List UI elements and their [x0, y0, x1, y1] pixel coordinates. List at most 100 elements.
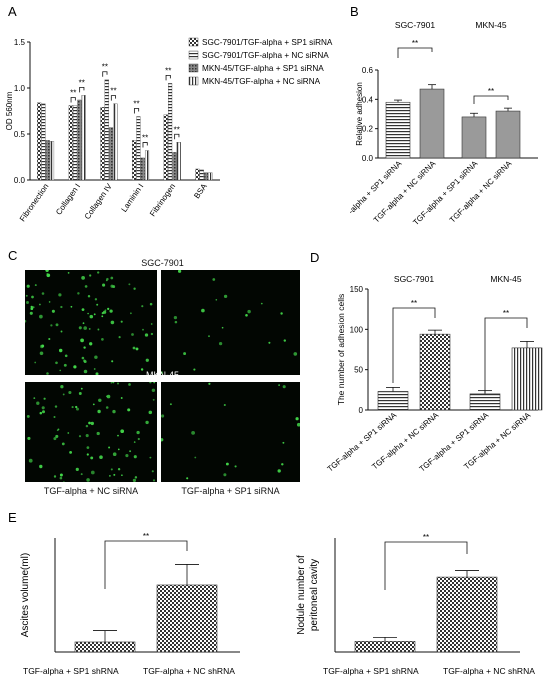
cell-dot — [33, 397, 36, 399]
cell-dot — [85, 424, 89, 428]
y-axis-label: peritoneal cavity — [309, 559, 320, 631]
bar — [109, 127, 114, 181]
bar — [74, 641, 136, 653]
cell-dot — [96, 431, 100, 436]
cell-dot — [86, 453, 89, 456]
cell-dot — [81, 356, 85, 360]
cell-dot — [132, 478, 137, 482]
cell-dot — [105, 406, 109, 409]
cell-dot — [51, 309, 55, 313]
cell-dot — [73, 365, 77, 369]
cell-dot — [58, 348, 63, 353]
significance-bracket — [110, 95, 117, 101]
cell-dot — [152, 479, 156, 482]
x-tick-label: TGF-alpha + SP1 siRNA — [326, 410, 399, 473]
significance-bracket — [384, 541, 468, 590]
cell-dot — [117, 382, 119, 385]
cell-dot — [30, 305, 33, 309]
cell-dot — [282, 385, 286, 389]
significance-label: ** — [70, 88, 76, 97]
x-tick-label: Collagen IV — [83, 181, 114, 221]
cell-dot — [29, 311, 33, 315]
bar — [168, 83, 173, 181]
legend-swatch — [188, 63, 199, 73]
x-tick-label: Fibrinogen — [148, 182, 177, 218]
cell-dot — [86, 446, 90, 449]
significance-bracket — [104, 540, 188, 589]
cell-dot — [173, 315, 178, 320]
bar — [199, 169, 204, 181]
significance-bracket — [142, 142, 148, 148]
cell-dot — [85, 434, 89, 438]
cell-dot — [140, 368, 144, 371]
cell-dot — [277, 469, 281, 473]
cell-dot — [110, 382, 113, 384]
bar — [45, 140, 50, 181]
cell-dot — [82, 322, 85, 325]
x-tick-label: Laminin I — [119, 182, 145, 214]
cell-dot — [135, 347, 139, 351]
cell-dot — [53, 437, 57, 441]
cell-dot — [117, 468, 121, 471]
bar — [136, 116, 141, 181]
cell-dot — [161, 371, 163, 375]
cell-dot — [59, 473, 63, 477]
bar — [419, 333, 451, 411]
cell-dot — [293, 352, 298, 356]
bar — [461, 116, 487, 159]
cell-dot — [278, 384, 280, 386]
y-tick-label: 0.4 — [362, 95, 374, 104]
cell-dot — [31, 295, 34, 299]
bar — [208, 172, 213, 181]
cell-dot — [223, 473, 227, 477]
cell-dot — [25, 319, 27, 323]
y-tick-label: 0.0 — [14, 176, 26, 185]
cell-dot — [26, 284, 30, 288]
bar — [73, 105, 78, 181]
y-tick-label: 0.2 — [362, 125, 374, 134]
cell-dot — [109, 475, 111, 477]
cell-dot — [80, 473, 83, 476]
bar — [163, 114, 168, 181]
cell-dot — [98, 398, 102, 403]
legend-label: SGC-7901/TGF-alpha + NC siRNA — [202, 51, 329, 60]
cell-dot — [78, 326, 82, 330]
cell-dot — [131, 333, 134, 336]
bar — [204, 172, 209, 181]
significance-label: ** — [102, 63, 108, 72]
cell-dot — [128, 383, 131, 386]
x-tick-label: TGF-alpha + SP1 shRNA — [323, 666, 419, 676]
cell-dot — [102, 310, 107, 314]
micro-caption-sp1: TGF-alpha + SP1 siRNA — [181, 486, 280, 496]
x-tick-label: Collagen I — [54, 182, 82, 217]
cell-dot — [97, 409, 101, 414]
micrograph-sgc-sp1 — [161, 270, 300, 375]
cell-dot — [80, 338, 84, 343]
x-tick-label: TGF-alpha + NC shRNA — [443, 666, 535, 676]
cell-dot — [83, 326, 87, 330]
cell-dot — [34, 361, 37, 364]
cell-dot — [41, 410, 46, 414]
significance-label: ** — [143, 532, 149, 541]
cell-dot — [101, 338, 104, 341]
chart-b: 0.0 0.2 0.4 0.6 Relative adhesion TGF-alpha +… — [350, 20, 538, 227]
cell-dot — [191, 431, 195, 435]
micro-title-sgc: SGC-7901 — [141, 258, 184, 268]
cell-dot — [55, 434, 59, 438]
cell-dot — [112, 452, 117, 457]
cell-dot — [59, 476, 63, 480]
bar — [37, 102, 42, 181]
cell-dot — [225, 462, 229, 466]
cell-dot — [223, 403, 226, 407]
cell-dot — [87, 295, 91, 298]
bar — [100, 107, 105, 181]
cell-dot — [121, 474, 123, 477]
legend-label: MKN-45/TGF-alpha + SP1 siRNA — [202, 64, 324, 73]
micrograph-sgc-nc — [25, 270, 157, 375]
cell-dot — [110, 284, 114, 288]
cell-dot — [32, 306, 35, 309]
micrograph-mkn-sp1 — [161, 382, 300, 482]
y-tick-label: 0.0 — [362, 154, 374, 163]
cell-dot — [94, 298, 98, 301]
cell-dot — [296, 422, 300, 427]
